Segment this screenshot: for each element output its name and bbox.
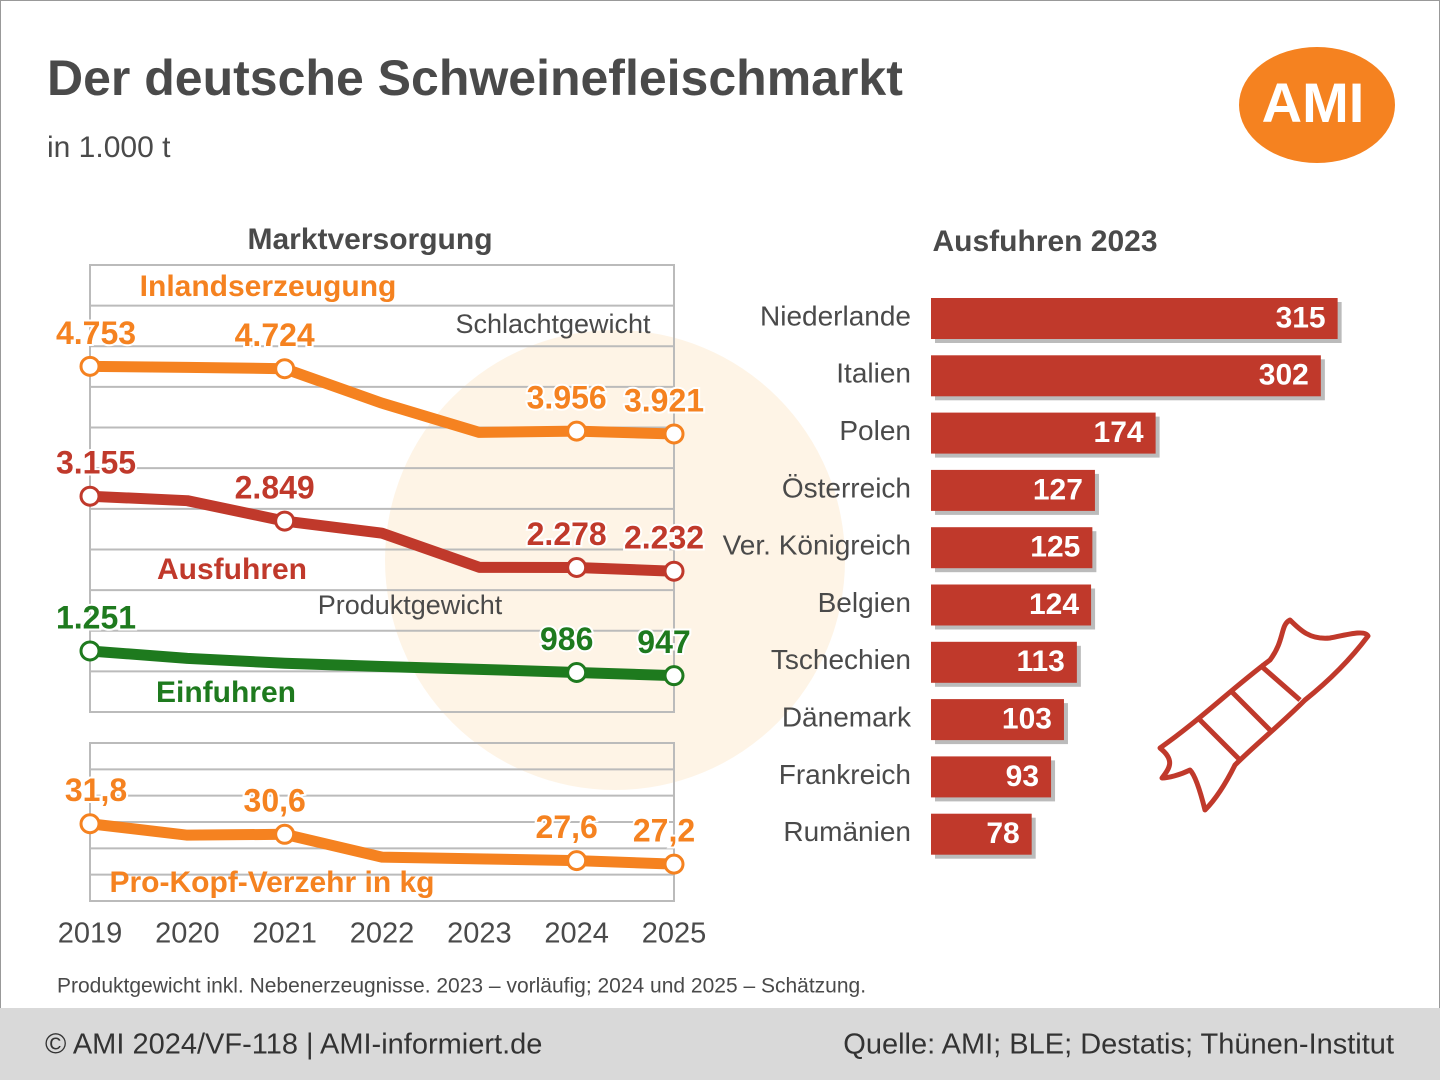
x-tick-label: 2022: [350, 918, 415, 950]
footer-band: [0, 1008, 1440, 1080]
y-tick-label: Dänemark: [782, 701, 912, 732]
point: [663, 665, 685, 687]
point: [79, 640, 101, 662]
data-label: 3.956: [527, 380, 607, 416]
footer-right: Quelle: AMI; BLE; Destatis; Thünen-Insti…: [843, 1029, 1394, 1061]
point: [566, 662, 588, 684]
data-label: 103: [1002, 703, 1052, 736]
y-tick-label: Belgien: [818, 587, 911, 618]
y-tick-label: Rumänien: [783, 816, 911, 847]
data-label: 2.849: [235, 470, 315, 506]
bar: [931, 469, 1095, 511]
y-tick-label: Italien: [836, 358, 911, 389]
y-tick-label: Polen: [839, 415, 911, 446]
series-label: Einfuhren: [156, 676, 296, 709]
data-label: 174: [1094, 416, 1144, 449]
data-label: 302: [1259, 359, 1309, 392]
y-tick-label: Österreich: [782, 472, 911, 503]
point: [274, 358, 296, 380]
bar: [931, 699, 1064, 741]
point: [79, 813, 101, 835]
data-label: 93: [1006, 760, 1039, 793]
y-tick-label: Frankreich: [779, 759, 911, 790]
point: [274, 823, 296, 845]
y-tick-label: Niederlande: [760, 300, 911, 331]
data-label: 315: [1276, 301, 1326, 334]
data-label: 2.232: [624, 520, 704, 556]
data-label: 31,8: [65, 772, 127, 808]
data-label: 27,6: [536, 809, 598, 845]
data-label: 4.753: [56, 315, 136, 351]
point: [663, 560, 685, 582]
point: [566, 556, 588, 578]
x-tick-label: 2020: [155, 918, 220, 950]
bar: [931, 641, 1077, 683]
point: [566, 420, 588, 442]
y-tick-label: Ver. Königreich: [723, 530, 911, 561]
point: [663, 853, 685, 875]
logo: AMI: [1262, 71, 1365, 134]
point: [79, 485, 101, 507]
x-tick-label: 2023: [447, 918, 512, 950]
chart-title: Ausfuhren 2023: [932, 225, 1157, 258]
bar: [931, 412, 1156, 454]
data-label: 113: [1016, 645, 1064, 678]
series-label: Inlandserzeugung: [140, 270, 397, 303]
chart-title: Marktversorgung: [247, 223, 492, 256]
subtitle: in 1.000 t: [47, 131, 171, 164]
logo-badge: [1239, 47, 1395, 163]
bar: [931, 584, 1092, 626]
bar: [931, 813, 1032, 855]
data-label: 27,2: [633, 813, 695, 849]
data-label: 4.724: [235, 317, 315, 353]
point: [566, 850, 588, 872]
x-tick-label: 2024: [544, 918, 609, 950]
point: [663, 423, 685, 445]
pig-icon: [1157, 617, 1371, 813]
data-label: 3.921: [624, 382, 704, 418]
x-tick-label: 2019: [58, 918, 123, 950]
data-label: 947: [637, 624, 690, 660]
point: [79, 355, 101, 377]
data-label: 124: [1029, 588, 1079, 621]
footer-left: © AMI 2024/VF-118 | AMI-informiert.de: [45, 1029, 542, 1061]
data-label: 127: [1033, 473, 1083, 506]
x-tick-label: 2021: [252, 918, 317, 950]
page-title: Der deutsche Schweinefleischmarkt: [47, 50, 903, 106]
annotation: Produktgewicht: [318, 590, 503, 620]
footnote: Produktgewicht inkl. Nebenerzeugnisse. 2…: [57, 975, 866, 998]
x-tick-label: 2025: [642, 918, 707, 950]
bar: [931, 355, 1321, 397]
series-label: Ausfuhren: [157, 553, 307, 586]
data-label: 2.278: [527, 516, 607, 552]
series-label: Pro-Kopf-Verzehr in kg: [109, 866, 434, 899]
data-label: 125: [1030, 531, 1080, 564]
y-tick-label: Tschechien: [771, 644, 911, 675]
data-label: 3.155: [56, 445, 136, 481]
data-label: 986: [540, 621, 593, 657]
bar: [931, 756, 1052, 798]
data-label: 78: [986, 817, 1019, 850]
bar: [931, 527, 1093, 569]
data-label: 30,6: [244, 783, 306, 819]
annotation: Schlachtgewicht: [455, 309, 651, 339]
bar: [931, 298, 1338, 339]
point: [274, 510, 296, 532]
data-label: 1.251: [56, 599, 136, 635]
